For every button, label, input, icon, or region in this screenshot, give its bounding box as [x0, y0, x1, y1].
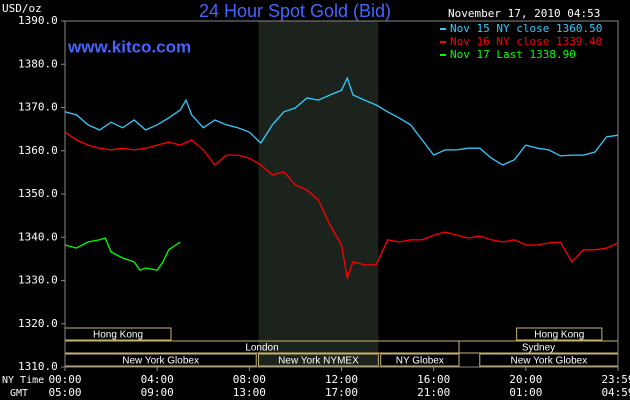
session-label: New York Globex — [511, 356, 588, 367]
session-label: NY Globex — [396, 356, 444, 367]
y-tick-label: 1380.0 — [18, 57, 58, 70]
x-tick-label-gmt: 05:00 — [48, 386, 81, 399]
session-label: London — [245, 343, 278, 354]
x-tick-label: 00:00 — [48, 373, 81, 386]
x-tick-label: 08:00 — [233, 373, 266, 386]
session-shade — [258, 21, 379, 367]
x-row-label: NY Time — [2, 375, 44, 386]
session-box — [258, 353, 379, 367]
legend-label: Nov 17 Last 1338.90 — [450, 48, 576, 61]
y-tick-label: 1370.0 — [18, 101, 58, 114]
timestamp: November 17, 2010 04:53 — [448, 7, 600, 20]
series-line — [64, 131, 619, 281]
y-tick-label: 1330.0 — [18, 274, 58, 287]
y-axis-label: USD/oz — [2, 2, 42, 15]
series-line — [64, 76, 619, 166]
x-tick-label: 23:59 — [601, 373, 630, 386]
y-tick-label: 1310.0 — [18, 360, 58, 373]
x-tick-label: 16:00 — [417, 373, 450, 386]
chart-title: 24 Hour Spot Gold (Bid) — [199, 1, 391, 21]
y-tick-label: 1320.0 — [18, 317, 58, 330]
x-row-label: GMT — [10, 388, 28, 399]
session-box — [516, 327, 603, 341]
session-label: Hong Kong — [93, 330, 143, 341]
x-tick-label-gmt: 09:00 — [141, 386, 174, 399]
x-tick-label-gmt: 17:00 — [325, 386, 358, 399]
x-tick-label: 04:00 — [141, 373, 174, 386]
session-label: Sydney — [522, 343, 555, 354]
session-label: New York NYMEX — [278, 356, 359, 367]
y-tick-label: 1340.0 — [18, 230, 58, 243]
x-tick-label-gmt: 01:00 — [509, 386, 542, 399]
legend-label: Nov 15 NY close 1360.50 — [450, 22, 602, 35]
x-tick-label: 20:00 — [509, 373, 542, 386]
y-tick-label: 1360.0 — [18, 144, 58, 157]
series-line — [64, 237, 181, 271]
shade-layer — [258, 21, 379, 367]
x-tick-label-gmt: 21:00 — [417, 386, 450, 399]
session-label: New York Globex — [122, 356, 199, 367]
x-tick-label-gmt: 13:00 — [233, 386, 266, 399]
legend-label: Nov 16 NY close 1339.40 — [450, 35, 602, 48]
x-tick-label: 12:00 — [325, 373, 358, 386]
x-tick-label-gmt: 04:59 — [601, 386, 630, 399]
session-box — [380, 353, 460, 367]
session-label: Hong Kong — [534, 330, 584, 341]
y-tick-label: 1390.0 — [18, 14, 58, 27]
subtitle: www.kitco.com — [67, 37, 191, 56]
y-tick-label: 1350.0 — [18, 187, 58, 200]
